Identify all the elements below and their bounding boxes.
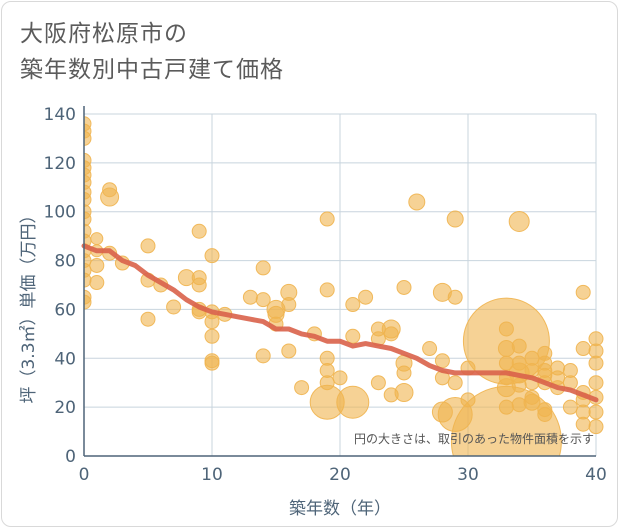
x-axis-label: 築年数（年）: [289, 499, 391, 519]
data-point: [588, 355, 604, 371]
data-point: [255, 348, 271, 364]
y-tick-label: 120: [44, 154, 76, 174]
data-point: [332, 370, 348, 386]
data-point: [511, 377, 527, 393]
data-point: [102, 182, 118, 198]
data-point: [191, 277, 207, 293]
data-point: [345, 328, 361, 344]
data-point: [140, 238, 156, 254]
data-point: [446, 210, 464, 228]
y-tick-label: 40: [54, 349, 76, 369]
data-point: [358, 289, 374, 305]
data-point: [447, 375, 463, 391]
data-point: [562, 399, 578, 415]
data-point: [498, 399, 514, 415]
data-point: [511, 397, 527, 413]
data-point: [89, 275, 105, 291]
chart-title: 大阪府松原市の 築年数別中古戸建て価格: [20, 16, 284, 88]
data-point: [508, 210, 530, 232]
data-point: [319, 375, 335, 391]
y-tick-label: 100: [44, 203, 76, 223]
size-legend-note: 円の大きさは、取引のあった物件面積を示す: [354, 431, 594, 446]
data-point: [498, 355, 514, 371]
data-point: [90, 232, 104, 246]
data-point: [588, 404, 604, 420]
data-point: [84, 211, 92, 227]
x-tick-label: 40: [585, 465, 607, 485]
data-point: [345, 297, 361, 313]
y-tick-label: 20: [54, 398, 76, 418]
data-point: [383, 387, 399, 403]
x-tick-label: 0: [79, 465, 90, 485]
data-point: [204, 328, 220, 344]
data-point: [281, 343, 297, 359]
x-tick-label: 30: [457, 465, 479, 485]
y-tick-label: 60: [54, 300, 76, 320]
data-point: [511, 355, 527, 371]
tick-layer: 0 10 20 30 40 0 20 40 60 80 100 120 140: [44, 105, 607, 485]
data-point: [84, 294, 92, 310]
data-point: [255, 260, 271, 276]
data-point: [166, 299, 182, 315]
y-axis-label: 坪（3.3㎡）単価（万円）: [19, 206, 39, 403]
data-point: [588, 419, 604, 435]
data-point: [575, 284, 591, 300]
data-point: [537, 406, 553, 422]
data-point: [84, 130, 92, 146]
data-point: [588, 375, 604, 391]
title-line-1: 大阪府松原市の: [20, 21, 188, 47]
data-point: [383, 326, 399, 342]
y-tick-label: 0: [65, 447, 76, 467]
data-point: [447, 289, 463, 305]
data-point: [319, 282, 335, 298]
data-point: [396, 365, 412, 381]
data-point: [460, 392, 476, 408]
data-point: [204, 248, 220, 264]
data-point: [204, 314, 220, 330]
trend-layer: [81, 243, 599, 403]
title-line-2: 築年数別中古戸建て価格: [20, 57, 284, 83]
data-point: [319, 211, 335, 227]
data-point: [281, 297, 297, 313]
data-point: [294, 380, 310, 396]
trend-line: [81, 243, 599, 403]
data-point: [422, 341, 438, 357]
data-point: [511, 338, 527, 354]
data-point: [396, 279, 412, 295]
data-point: [497, 340, 515, 358]
x-tick-label: 10: [201, 465, 223, 485]
data-point: [84, 192, 92, 207]
data-point: [336, 385, 370, 419]
y-tick-label: 80: [54, 252, 76, 272]
data-point: [431, 401, 453, 423]
data-point: [408, 193, 426, 211]
data-point: [191, 223, 207, 239]
data-point: [242, 289, 258, 305]
data-point: [204, 355, 220, 371]
data-point: [370, 375, 386, 391]
y-tick-label: 140: [44, 105, 76, 125]
data-point: [255, 292, 271, 308]
x-tick-label: 20: [329, 465, 351, 485]
data-point: [434, 353, 450, 369]
data-point: [89, 257, 105, 273]
data-point: [524, 389, 540, 405]
data-point: [575, 341, 591, 357]
data-point: [498, 321, 514, 337]
data-point: [140, 311, 156, 327]
data-point: [575, 416, 591, 432]
axis-layer: [83, 106, 596, 457]
